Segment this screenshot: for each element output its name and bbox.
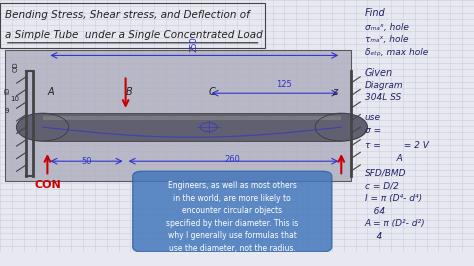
Text: c = D/2: c = D/2	[365, 181, 399, 190]
Text: A: A	[47, 87, 54, 97]
Text: 50: 50	[82, 157, 92, 166]
Text: A: A	[365, 154, 403, 163]
Text: OD: OD	[12, 61, 18, 72]
Text: τₘₐˣ, hole: τₘₐˣ, hole	[365, 35, 409, 44]
Bar	[43, 113, 341, 141]
Text: Engineers, as well as most others
in the world, are more likely to
encounter cir: Engineers, as well as most others in the…	[166, 181, 299, 253]
Text: 9: 9	[5, 108, 9, 114]
Text: z: z	[332, 87, 337, 97]
Text: CON: CON	[34, 180, 61, 190]
Text: SFD/BMD: SFD/BMD	[365, 169, 407, 178]
Text: Given: Given	[365, 68, 393, 78]
Circle shape	[315, 113, 367, 141]
Text: 304L SS: 304L SS	[365, 93, 401, 102]
Text: 10: 10	[11, 96, 19, 102]
Text: τ =        = 2 V: τ = = 2 V	[365, 141, 429, 150]
Text: B: B	[126, 87, 132, 97]
Bar	[43, 116, 341, 120]
Circle shape	[17, 113, 69, 141]
Text: C: C	[209, 87, 215, 97]
Text: I = π (D⁴- d⁴): I = π (D⁴- d⁴)	[365, 194, 422, 203]
Text: Bending Stress, Shear stress, and Deflection of: Bending Stress, Shear stress, and Deflec…	[5, 10, 249, 20]
FancyBboxPatch shape	[133, 171, 332, 252]
Text: σₘₐˣ, hole: σₘₐˣ, hole	[365, 23, 409, 32]
Text: 64: 64	[365, 206, 385, 215]
Text: 125: 125	[276, 80, 292, 89]
Text: 4: 4	[365, 232, 382, 241]
Text: 250: 250	[190, 37, 199, 52]
Text: use: use	[365, 113, 381, 122]
Text: Find: Find	[365, 7, 386, 18]
Text: Diagram: Diagram	[365, 81, 403, 90]
FancyBboxPatch shape	[5, 50, 351, 181]
Text: a Simple Tube  under a Single Concentrated Load: a Simple Tube under a Single Concentrate…	[5, 30, 263, 40]
Text: σ =: σ =	[365, 126, 381, 135]
Text: A = π (D²- d²): A = π (D²- d²)	[365, 219, 426, 228]
Text: ID: ID	[4, 87, 10, 94]
Text: 260: 260	[224, 155, 240, 164]
Text: δₑₜₚ, max hole: δₑₜₚ, max hole	[365, 48, 428, 57]
